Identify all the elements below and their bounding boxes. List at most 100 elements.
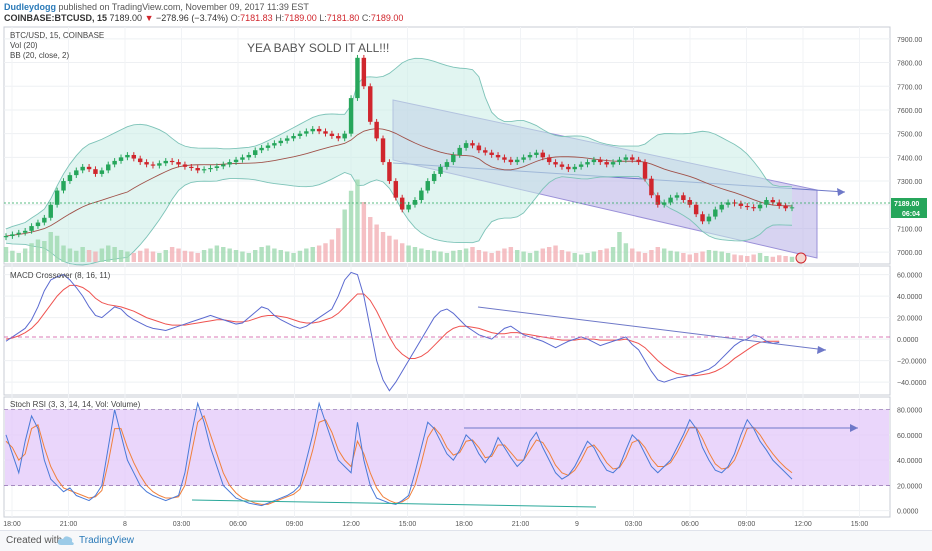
price-panel[interactable] [3,26,891,265]
candle-body [355,57,360,99]
candle-body [348,98,354,134]
time-axis-tick: 12:00 [342,521,360,528]
candle-body [655,195,661,205]
candle-body [515,159,520,163]
candle-body [419,190,424,201]
volume-bar [617,232,622,262]
volume-bar [783,256,788,262]
candle-body [642,162,648,179]
candle-body [10,234,15,237]
time-axis-tick: 15:00 [399,521,417,528]
candle-body [163,160,168,164]
candle-body [553,162,558,165]
candle-body [16,232,21,235]
volume-bar [169,247,175,262]
volume-bar [35,239,41,262]
high-label: H: [275,13,285,23]
candle-body [770,200,776,203]
candle-body [221,164,226,167]
candle-body [214,166,220,169]
candle-body [99,170,105,174]
candle-body [253,150,258,155]
candle-body [144,162,149,165]
volume-bar [195,253,200,262]
volume-bar [208,248,213,262]
candle-body [617,159,622,163]
volume-bar [291,253,296,262]
volume-bar [431,250,437,262]
time-axis-tick: 09:00 [286,521,304,528]
candle-body [67,175,73,182]
annotation-text: YEA BABY SOLD IT ALL!!! [247,41,389,55]
candle-body [591,159,597,163]
rsi-panel[interactable] [3,396,891,518]
candle-body [661,202,667,205]
candle-body [546,157,552,163]
candle-body [380,138,386,163]
volume-bar [361,202,367,262]
stoch-rsi-lines [5,401,793,507]
price-axis-tick: 7500.00 [897,132,922,139]
volume-bar [502,248,507,262]
volume-bar [221,247,226,262]
volume-bar [189,251,194,262]
volume-bar [157,253,162,262]
flag-icon[interactable] [795,252,807,264]
candle-body [22,230,28,233]
candle-body [61,181,66,191]
candle-body [406,204,411,210]
volume-bar [604,248,609,262]
rsi-axis-tick: 0.0000 [897,509,919,516]
candle-body [368,86,373,122]
volume-bar [246,253,252,262]
volume-bar [93,251,98,262]
price-axis-tick: 7400.00 [897,155,922,162]
candle-body [732,202,737,204]
publish-info: published on TradingView.com, November 0… [58,2,309,12]
volume-bar [757,253,763,262]
candle-body [112,160,117,165]
candle-body [182,164,188,167]
volume-bar [515,250,520,262]
volume-bar [585,253,590,262]
candle-body [201,169,207,171]
volume-bar [22,248,28,262]
candle-body [527,154,533,158]
low-value: 7181.80 [326,13,360,23]
volume-bar [118,250,124,262]
candle-body [29,226,34,231]
candle-body [329,133,335,137]
volume-bar [227,248,232,262]
candle-body [508,159,514,163]
volume-bar [655,247,661,262]
macd-panel[interactable] [3,265,891,396]
candle-body [649,178,654,196]
volume-bar [368,217,373,262]
volume-bar [674,251,680,262]
volume-bar [732,254,737,262]
price-axis-tick: 7600.00 [897,108,922,115]
time-axis-tick: 06:00 [681,521,699,528]
volume-bar [374,224,379,262]
bb-upper [5,57,793,230]
volume-bar [233,250,239,262]
candle-body [572,166,577,170]
volume-bar [751,254,756,262]
price-axis-tick: 7000.00 [897,250,922,257]
volume-bar [348,190,354,262]
tradingview-logo[interactable]: TradingView [57,533,147,549]
tradingview-brand: TradingView [79,535,135,546]
low-label: L: [319,13,327,23]
author-link[interactable]: Dudleydogg [4,2,56,12]
candle-body [751,207,756,209]
time-axis-tick: 03:00 [625,521,643,528]
volume-bar [284,251,290,262]
chart-canvas[interactable]: 7900.00 7800.00 7700.00 7600.00 7500.00 7400.… [0,0,932,530]
time-axis-tick: 06:00 [229,521,247,528]
candle-body [361,57,367,87]
volume-bar [649,250,654,262]
candle-body [106,164,111,171]
candle-body [476,145,482,151]
volume-bar [745,256,750,262]
candle-body [176,162,181,165]
